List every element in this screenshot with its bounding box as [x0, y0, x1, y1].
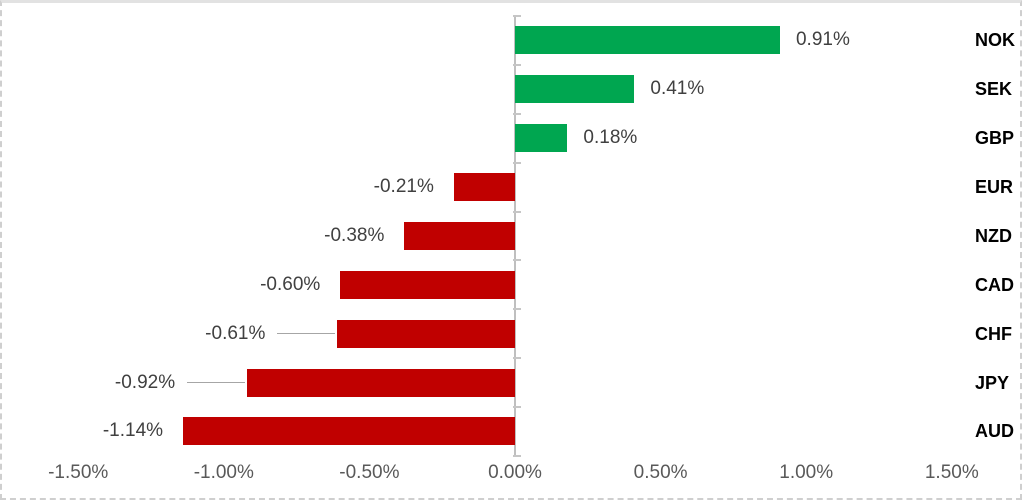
- value-label-NOK: 0.91%: [795, 29, 850, 51]
- x-axis-tick-label-0: -1.50%: [48, 462, 109, 483]
- axis-tick-mark: [513, 454, 521, 457]
- value-label-CAD: -0.60%: [260, 273, 321, 295]
- axis-tick-mark: [513, 357, 521, 360]
- x-axis-tick-label-6: 1.50%: [924, 462, 979, 483]
- bar-AUD: [183, 417, 515, 446]
- category-label-JPY: JPY: [975, 372, 1010, 393]
- axis-tick-mark: [513, 161, 521, 164]
- value-label-SEK: 0.41%: [650, 78, 705, 100]
- bar-EUR: [453, 173, 515, 202]
- category-label-EUR: EUR: [975, 177, 1014, 198]
- axis-tick-mark: [513, 406, 521, 408]
- value-label-GBP: 0.18%: [583, 127, 638, 149]
- category-label-CAD: CAD: [975, 274, 1014, 295]
- x-axis-tick-label-5: 1.00%: [779, 462, 834, 483]
- leader-line-JPY: [187, 381, 246, 384]
- value-label-JPY: -0.92%: [114, 371, 176, 393]
- leader-line-CHF: [277, 332, 336, 335]
- x-axis-tick-label-1: -1.00%: [193, 462, 254, 483]
- category-label-AUD: AUD: [975, 421, 1014, 442]
- category-label-NZD: NZD: [975, 225, 1012, 246]
- x-axis-tick-label-4: 0.50%: [633, 462, 688, 483]
- x-axis-tick-label-2: -0.50%: [339, 462, 400, 483]
- value-label-EUR: -0.21%: [373, 176, 434, 198]
- axis-tick-mark: [513, 15, 521, 17]
- axis-tick-mark: [513, 308, 521, 311]
- axis-tick-mark: [513, 210, 521, 213]
- bar-CHF: [337, 319, 515, 348]
- bar-SEK: [515, 75, 635, 104]
- axis-tick-mark: [513, 63, 521, 66]
- plot-area: 0.91% NOK 0.41% SEK 0.18% GBP -0.21% EUR -0.38% N…: [2, 3, 1020, 498]
- category-label-GBP: GBP: [975, 128, 1015, 149]
- value-label-NZD: -0.38%: [324, 224, 385, 246]
- x-axis-tick-label-3: 0.00%: [488, 462, 542, 483]
- bar-JPY: [247, 368, 515, 397]
- bar-NZD: [404, 221, 515, 250]
- axis-tick-mark: [513, 259, 521, 262]
- value-label-CHF: -0.61%: [205, 322, 266, 344]
- category-label-NOK: NOK: [975, 30, 1015, 51]
- axis-tick-mark: [513, 112, 521, 115]
- bar-GBP: [515, 124, 568, 153]
- value-label-AUD: -1.14%: [102, 420, 164, 442]
- category-label-SEK: SEK: [975, 79, 1013, 100]
- category-label-CHF: CHF: [975, 323, 1012, 344]
- zero-axis-line: [514, 16, 516, 456]
- bar-NOK: [515, 26, 780, 55]
- bar-CAD: [340, 270, 515, 299]
